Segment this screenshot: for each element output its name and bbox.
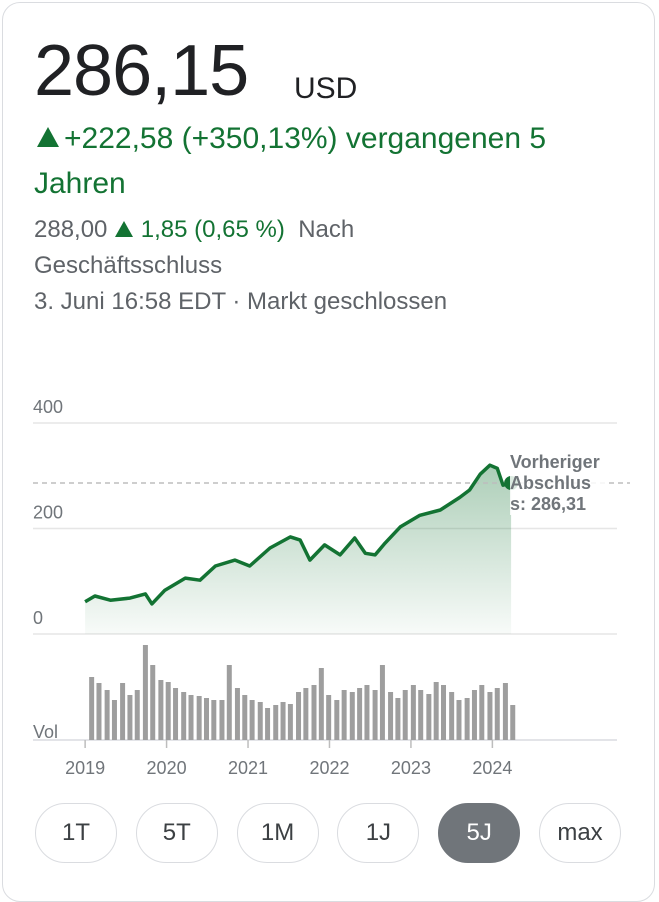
x-tick-label: 2020 (147, 758, 187, 778)
volume-bar (188, 695, 194, 740)
volume-bar (487, 692, 493, 740)
volume-bar (165, 682, 171, 740)
volume-bar (395, 698, 401, 740)
range-button[interactable]: 1T (35, 803, 117, 863)
volume-bar (341, 690, 347, 740)
volume-bar (257, 702, 263, 740)
volume-bar (280, 702, 286, 740)
volume-bar (364, 685, 370, 740)
volume-bar (142, 645, 148, 740)
volume-bar (219, 700, 225, 740)
after-hours-change: 1,85 (0,65 %) (114, 216, 285, 243)
after-hours-label: Nach Geschäftsschluss (34, 216, 355, 279)
volume-bar (456, 700, 462, 740)
x-tick-label: 2023 (391, 758, 431, 778)
volume-bar (287, 704, 293, 740)
volume-bar (388, 692, 394, 740)
volume-bar (127, 695, 133, 740)
volume-bar (226, 665, 232, 740)
price-line (84, 463, 512, 606)
after-hours-change-text: 1,85 (0,65 %) (140, 216, 285, 243)
chart: 0 200 400 Vol 2019 2020 2021 2022 2023 2024 (33, 397, 630, 778)
volume-bar (311, 685, 317, 740)
volume-bar (265, 708, 271, 740)
volume-bar (158, 680, 164, 740)
up-arrow (115, 221, 134, 237)
volume-bar (426, 694, 432, 740)
volume-bar (372, 690, 378, 740)
y-tick-label: 200 (33, 503, 63, 523)
volume-bar (89, 677, 95, 740)
after-hours: 288,00 1,85 (0,65 %) Nach Geschäftsschlu… (34, 212, 454, 284)
volume-bar (441, 685, 447, 740)
volume-bar (318, 668, 324, 740)
up-arrow (37, 127, 59, 147)
volume-bar (242, 695, 248, 740)
volume-bar (410, 685, 416, 740)
volume-bar (203, 698, 209, 740)
volume-bar (211, 700, 217, 740)
y-tick-label: 400 (33, 397, 63, 417)
volume-bar (104, 690, 110, 740)
range-buttons: 1T 5T 1M 1J 5J max (0, 803, 659, 867)
range-button[interactable]: max (539, 803, 621, 863)
previous-close-label: Vorheriger Abschluss: 286,31 (510, 452, 606, 515)
volume-bar (349, 692, 355, 740)
volume-bar (510, 705, 516, 740)
volume-bar (449, 692, 455, 740)
range-button[interactable]: 1M (236, 803, 319, 863)
area (85, 465, 512, 634)
volume-bar (173, 688, 179, 740)
volume-bar (303, 688, 309, 740)
change: +222,58 (+350,13%) vergangenen 5 Jahren (34, 122, 547, 200)
x-tick-label: 2022 (309, 758, 349, 778)
volume-bar (234, 688, 240, 740)
volume-bar (334, 700, 340, 740)
price: 286,15 (34, 31, 249, 111)
volume-bar (418, 690, 424, 740)
volume-bar (402, 690, 408, 740)
x-tick-label: 2019 (65, 758, 105, 778)
range-button[interactable]: 5J (438, 803, 521, 863)
timestamp: 3. Juni 16:58 EDT · Markt geschlossen (34, 288, 448, 315)
volume-bar (150, 665, 156, 740)
volume-bar (379, 665, 385, 740)
x-tick-label: 2021 (228, 758, 268, 778)
volume-bar (502, 683, 508, 740)
range-button[interactable]: 5T (135, 803, 218, 863)
range-button[interactable]: 1J (337, 803, 420, 863)
volume-bar (296, 692, 302, 740)
volume-bar (433, 682, 439, 740)
volume-bar (196, 696, 202, 740)
currency: USD (294, 72, 358, 105)
volume-bar (273, 705, 279, 740)
volume-bar (134, 690, 140, 740)
volume-bar (479, 685, 485, 740)
volume-label: Vol (33, 722, 58, 742)
after-hours-price: 288,00 (34, 216, 108, 243)
volume-bar (357, 688, 363, 740)
x-tick-label: 2024 (472, 758, 512, 778)
y-tick-label: 0 (33, 608, 43, 628)
volume-bar (464, 698, 470, 740)
volume-bar (181, 692, 187, 740)
volume-bar (471, 690, 477, 740)
volume-bar (494, 688, 500, 740)
volume-bar (120, 683, 126, 740)
volume-bar (111, 700, 117, 740)
volume-bar (96, 683, 102, 740)
volume-bar (326, 695, 332, 740)
volume-bar (249, 700, 255, 740)
